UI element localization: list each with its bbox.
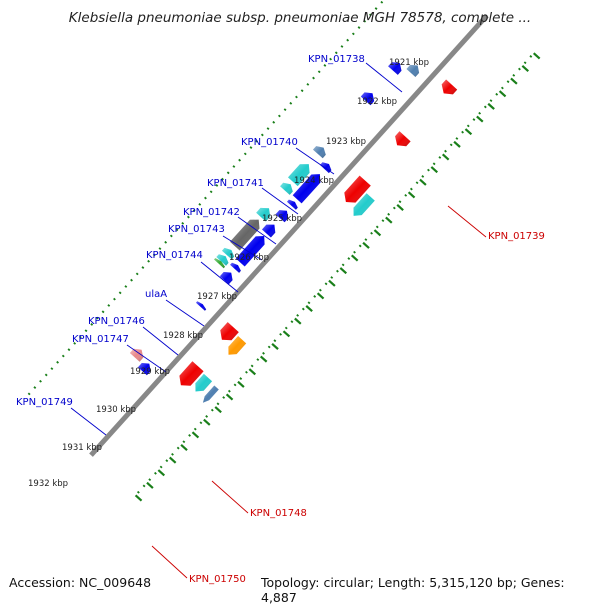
scale-label: 1927 kbp xyxy=(197,292,237,302)
scale-tick-mark xyxy=(305,305,313,313)
scale-label: 1921 kbp xyxy=(389,58,429,68)
scale-label: 1929 kbp xyxy=(130,367,170,377)
gene-feature-arrow[interactable] xyxy=(313,146,326,159)
gene-label[interactable]: KPN_01746 xyxy=(88,316,145,327)
accession-text: Accession: NC_009648 xyxy=(9,575,152,590)
scale-tick-mark xyxy=(294,317,302,325)
gene-feature-arrow[interactable] xyxy=(220,322,239,341)
scale-tick-mark xyxy=(350,254,359,262)
gene-label[interactable]: KPN_01743 xyxy=(168,224,225,235)
scale-tick-mark xyxy=(521,65,530,73)
scale-tick-mark xyxy=(259,355,268,363)
gene-leader-line xyxy=(365,62,403,93)
gene-leader-line xyxy=(222,235,263,261)
scale-tick-mark xyxy=(191,431,200,439)
gene-feature-arrow[interactable] xyxy=(196,301,207,311)
gene-leader-line xyxy=(70,407,107,436)
scale-label-layer: 1921 kbp 1922 kbp 1923 kbp 1924 kbp 1925 kbp… xyxy=(28,58,429,489)
scale-tick-mark xyxy=(248,368,257,376)
gene-label[interactable]: KPN_01744 xyxy=(146,250,203,261)
gene-feature-arrow[interactable] xyxy=(441,79,458,95)
scale-tick-mark xyxy=(282,330,291,338)
scale-tick-mark xyxy=(168,456,177,464)
scale-label: 1924 kbp xyxy=(294,176,334,186)
scale-tick-mark xyxy=(441,153,450,161)
scale-tick-mark xyxy=(203,418,211,426)
gene-leader-line xyxy=(142,326,179,356)
tick-layer xyxy=(25,0,541,502)
scale-tick-mark xyxy=(362,241,370,249)
backbone-layer xyxy=(89,13,489,457)
genome-summary-text: Topology: circular; Length: 5,315,120 bp… xyxy=(261,575,565,605)
scale-tick-mark xyxy=(396,203,404,211)
scale-label: 1930 kbp xyxy=(96,405,136,415)
gene-label[interactable]: KPN_01747 xyxy=(72,334,129,345)
map-title: Klebsiella pneumoniae subsp. pneumoniae … xyxy=(68,10,532,26)
scale-label: 1926 kbp xyxy=(229,253,269,263)
scale-tick-mark xyxy=(237,380,245,388)
gene-leader-line xyxy=(200,261,239,293)
scale-tick-mark xyxy=(498,90,507,98)
scale-label: 1928 kbp xyxy=(163,331,203,341)
gene-label[interactable]: KPN_01740 xyxy=(241,137,298,148)
gene-leader-line xyxy=(165,299,205,327)
scale-tick-mark xyxy=(464,128,473,136)
gene-label[interactable]: KPN_01748 xyxy=(250,508,307,519)
scale-tick-mark xyxy=(487,102,495,110)
gene-leader-line xyxy=(261,187,299,215)
scale-tick-mark xyxy=(134,494,143,502)
scale-tick-mark xyxy=(225,393,234,401)
scale-tick-mark xyxy=(180,444,188,452)
scale-tick-mark xyxy=(385,216,393,224)
gene-label[interactable]: ulaA xyxy=(145,289,167,300)
scale-tick-mark xyxy=(214,406,222,414)
scale-tick-mark xyxy=(157,469,166,477)
scale-tick-mark xyxy=(316,292,325,300)
gene-label[interactable]: KPN_01742 xyxy=(183,207,240,218)
scale-tick-mark xyxy=(532,52,541,60)
gene-label[interactable]: KPN_01738 xyxy=(308,54,365,65)
scale-label: 1922 kbp xyxy=(357,97,397,107)
gene-feature-arrow[interactable] xyxy=(230,262,241,273)
scale-tick-mark xyxy=(419,178,427,186)
genome-backbone xyxy=(89,13,489,457)
gene-feature-arrow[interactable] xyxy=(395,131,411,147)
scale-tick-mark xyxy=(407,191,416,199)
gene-leader-line xyxy=(126,344,167,373)
gene-leader-line xyxy=(295,147,335,175)
gene-label-layer: KPN_01738 KPN_01740 KPN_01741 KPN_01742 KPN_… xyxy=(16,54,545,585)
gene-label[interactable]: KPN_01739 xyxy=(488,231,545,242)
scale-tick-mark xyxy=(510,77,518,85)
gene-label[interactable]: KPN_01750 xyxy=(189,574,246,585)
gene-leader-line xyxy=(211,480,249,514)
gene-feature-arrow[interactable] xyxy=(287,199,298,210)
scale-tick-mark xyxy=(373,229,382,237)
scale-tick-mark xyxy=(430,166,439,174)
scale-label: 1932 kbp xyxy=(28,479,68,489)
gene-label[interactable]: KPN_01741 xyxy=(207,178,264,189)
scale-label: 1931 kbp xyxy=(62,443,102,453)
scale-tick-mark xyxy=(453,140,461,148)
scale-tick-mark xyxy=(271,342,279,350)
scale-label: 1925 kbp xyxy=(262,214,302,224)
scale-tick-mark xyxy=(476,115,484,123)
scale-label: 1923 kbp xyxy=(326,137,366,147)
gene-leader-line xyxy=(237,216,277,245)
gene-label[interactable]: KPN_01749 xyxy=(16,397,73,408)
gene-feature-arrow[interactable] xyxy=(280,182,293,195)
scale-tick-mark xyxy=(339,267,348,275)
gene-leader-line xyxy=(447,205,487,238)
reverse-tick-rail xyxy=(134,55,533,497)
scale-tick-mark xyxy=(328,279,336,287)
gene-leader-line xyxy=(151,545,188,579)
scale-tick-mark xyxy=(146,481,154,489)
leader-line-layer xyxy=(70,62,487,579)
